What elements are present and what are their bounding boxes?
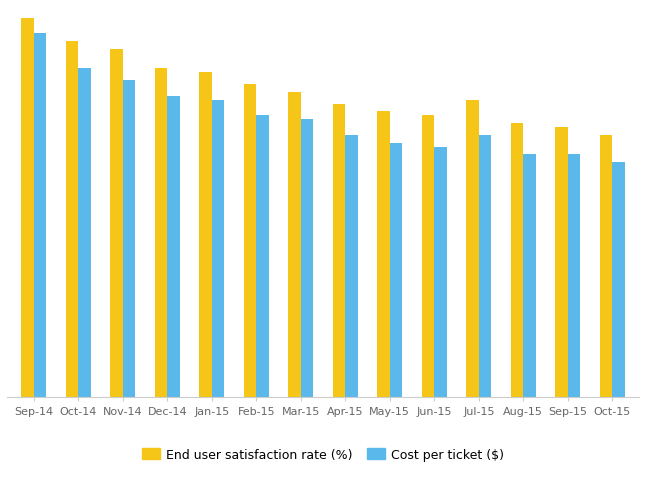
Bar (422, 116, 434, 397)
Bar (523, 155, 536, 397)
Bar (600, 136, 612, 397)
Bar (110, 50, 123, 397)
Bar (511, 124, 523, 397)
Bar (155, 69, 167, 397)
Bar (21, 18, 34, 397)
Bar (212, 101, 224, 397)
Bar (434, 147, 447, 397)
Bar (345, 136, 358, 397)
Legend: End user satisfaction rate (%), Cost per ticket ($): End user satisfaction rate (%), Cost per… (142, 448, 504, 461)
Bar (66, 42, 78, 397)
Bar (377, 112, 390, 397)
Bar (199, 73, 212, 397)
Bar (301, 120, 313, 397)
Bar (167, 97, 180, 397)
Bar (479, 136, 491, 397)
Bar (288, 93, 301, 397)
Bar (466, 101, 479, 397)
Bar (78, 69, 90, 397)
Bar (568, 155, 580, 397)
Bar (612, 163, 625, 397)
Bar (123, 81, 135, 397)
Bar (244, 85, 256, 397)
Bar (556, 128, 568, 397)
Bar (34, 34, 46, 397)
Bar (333, 105, 345, 397)
Bar (390, 143, 402, 397)
Bar (256, 116, 269, 397)
